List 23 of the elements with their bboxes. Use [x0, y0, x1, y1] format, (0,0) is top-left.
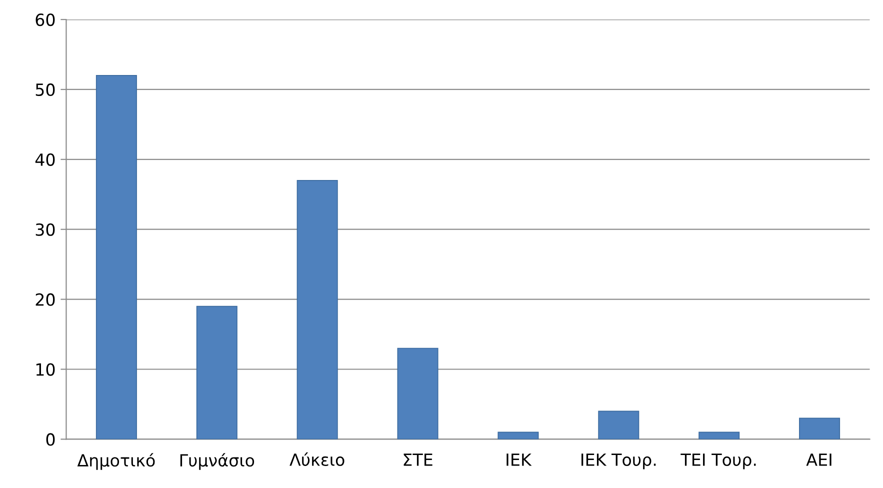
x-tick-label: ΑΕΙ — [806, 454, 832, 466]
x-tick-label: ΙΕΚ — [506, 454, 532, 466]
y-tick-label: 20 — [36, 293, 55, 306]
y-tick-label: 50 — [36, 83, 55, 96]
bar — [96, 75, 137, 440]
bar — [397, 348, 438, 440]
bar — [698, 432, 740, 440]
x-tick-label: Γυμνάσιο — [180, 453, 254, 470]
y-tick-label: 60 — [36, 13, 55, 26]
bar — [799, 418, 840, 440]
bar — [296, 180, 338, 440]
y-tick-label: 0 — [46, 433, 55, 446]
bar — [598, 410, 640, 440]
bar — [196, 306, 238, 440]
y-tick-label: 40 — [35, 153, 55, 166]
x-tick-label: ΙΕΚ Τουρ. — [582, 454, 656, 470]
x-tick-label: ΤΕΙ Τουρ. — [680, 454, 756, 470]
y-tick-label: 30 — [36, 223, 55, 236]
x-tick-label: Λύκειο — [290, 452, 344, 466]
x-tick-label: Δημοτικό — [77, 453, 155, 470]
x-tick-label: ΣΤΕ — [404, 454, 432, 466]
bar — [498, 432, 539, 440]
y-tick-label: 10 — [36, 363, 55, 376]
